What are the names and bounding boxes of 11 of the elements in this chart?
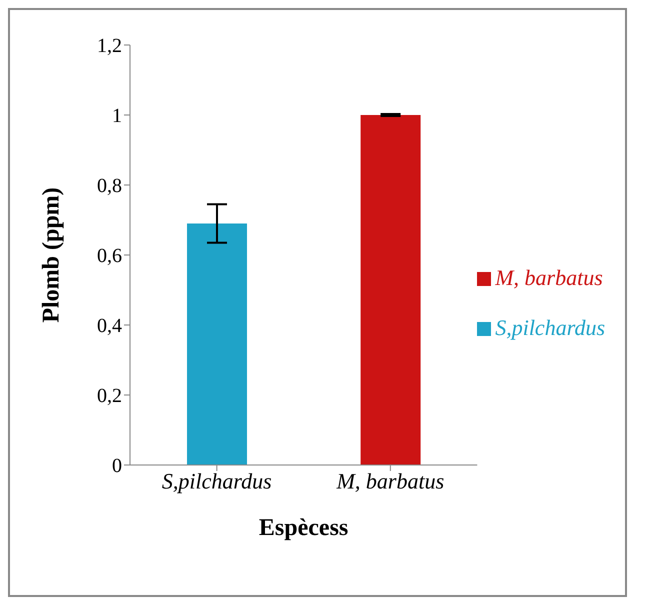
x-axis-title: Espècess xyxy=(258,515,348,541)
y-axis-title: Plomb (ppm) xyxy=(38,187,65,323)
y-tick-label: 1,2 xyxy=(97,35,122,58)
y-tick-label: 0,6 xyxy=(97,245,122,268)
y-tick-label: 0,2 xyxy=(97,385,122,408)
y-tick-label: 0,4 xyxy=(97,315,122,338)
y-tick-label: 0,8 xyxy=(97,175,122,198)
y-tick-label: 1 xyxy=(112,105,122,128)
legend-label: M, barbatus xyxy=(495,264,603,290)
legend-label: S,pilchardus xyxy=(495,314,605,340)
y-tick-label: 0 xyxy=(112,455,122,478)
